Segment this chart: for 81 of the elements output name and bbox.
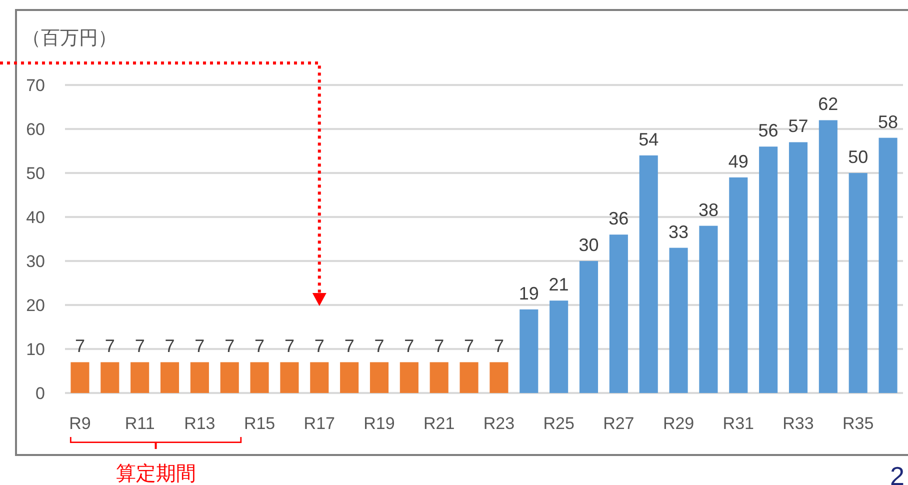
- data-label: 7: [494, 336, 504, 356]
- bar: [370, 362, 389, 393]
- data-label: 7: [374, 336, 384, 356]
- data-label: 7: [434, 336, 444, 356]
- x-tick-label: R21: [424, 414, 455, 433]
- data-label: 50: [848, 147, 868, 167]
- bar: [340, 362, 359, 393]
- data-label: 21: [548, 274, 569, 295]
- x-tick-label: R13: [184, 414, 216, 433]
- data-label: 57: [788, 116, 808, 136]
- data-label: 30: [578, 235, 599, 255]
- data-label: 7: [464, 336, 474, 356]
- data-label: 33: [668, 222, 689, 242]
- y-tick-label: 20: [26, 296, 45, 315]
- text: 2: [890, 461, 904, 485]
- bar: [100, 362, 120, 393]
- data-label: 7: [194, 336, 205, 356]
- bar: [70, 362, 90, 393]
- data-label: 7: [404, 336, 414, 356]
- y-tick-label: 0: [36, 384, 45, 403]
- bar: [848, 173, 868, 393]
- bar: [310, 362, 329, 393]
- bar: [190, 362, 209, 393]
- data-label: 7: [104, 336, 115, 356]
- bar: [639, 155, 658, 393]
- bar: [520, 309, 538, 393]
- data-label: 54: [638, 129, 659, 150]
- bar: [220, 362, 239, 393]
- bar: [759, 146, 778, 393]
- y-tick-label: 30: [26, 252, 45, 271]
- data-label: 7: [74, 336, 85, 356]
- data-label: 56: [758, 120, 778, 141]
- bar: [430, 362, 448, 393]
- data-label: 62: [818, 94, 838, 114]
- x-tick-label: R15: [244, 414, 276, 433]
- y-tick-label: 40: [26, 208, 45, 227]
- bar: [400, 362, 418, 393]
- data-label: 49: [728, 151, 748, 172]
- bar: [250, 362, 269, 393]
- bar: [609, 234, 628, 393]
- bar: [729, 177, 748, 393]
- y-tick-label: 50: [26, 164, 45, 183]
- x-tick-label: R23: [483, 414, 515, 433]
- data-label: 7: [254, 336, 265, 356]
- text: 算定期間: [116, 463, 196, 485]
- x-tick-label: R25: [543, 414, 574, 433]
- bar: [460, 362, 478, 393]
- bar: [130, 362, 150, 393]
- y-tick-label: 60: [26, 120, 45, 139]
- data-label: 7: [134, 336, 145, 356]
- bar: [669, 248, 688, 393]
- x-tick-label: R31: [722, 414, 754, 433]
- y-tick-label: 70: [26, 76, 45, 95]
- x-tick-label: R29: [662, 414, 694, 433]
- data-label: 19: [518, 283, 539, 304]
- bar: [699, 226, 718, 393]
- bar: [280, 362, 299, 393]
- x-tick-label: R17: [304, 414, 335, 433]
- y-tick-label: 10: [26, 340, 45, 359]
- data-label: 7: [164, 336, 175, 356]
- x-tick-label: R11: [124, 414, 155, 433]
- bar: [818, 120, 838, 393]
- data-label: 7: [284, 336, 294, 356]
- bar: [160, 362, 180, 393]
- data-label: 36: [608, 208, 629, 229]
- bar: [878, 138, 898, 393]
- bar: [550, 300, 568, 393]
- y-axis-title: （百万円）: [22, 28, 117, 49]
- data-label: 58: [878, 112, 898, 132]
- data-label: 7: [344, 336, 354, 356]
- bar: [490, 362, 508, 393]
- bar: [788, 142, 808, 393]
- x-tick-label: R27: [603, 414, 634, 433]
- x-tick-label: R33: [782, 414, 814, 433]
- data-label: 38: [698, 200, 718, 220]
- data-label: 7: [314, 336, 324, 356]
- x-tick-label: R19: [364, 414, 395, 433]
- x-tick-label: R35: [842, 414, 874, 433]
- bar: [579, 261, 598, 393]
- x-tick-label: R9: [69, 414, 91, 433]
- data-label: 7: [224, 336, 235, 356]
